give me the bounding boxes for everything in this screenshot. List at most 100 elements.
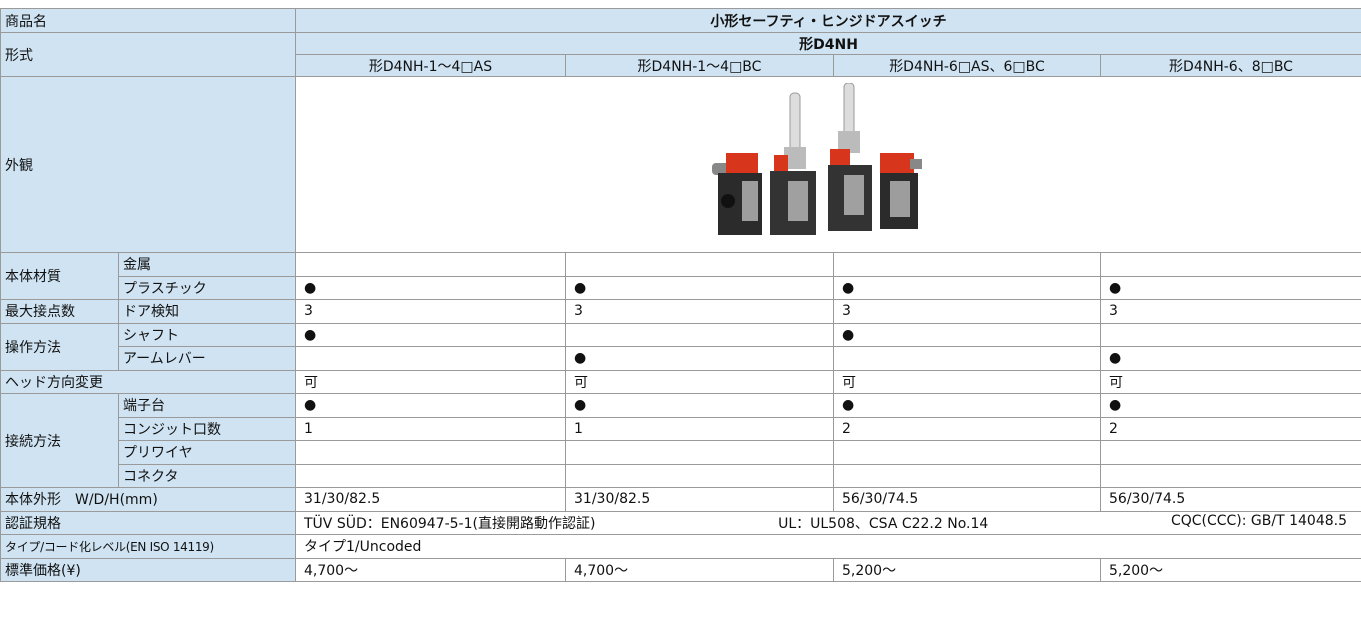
span-item: TÜV SÜD：EN60947-5-1(直接開路動作認証) — [304, 515, 596, 532]
row-label: シャフト — [118, 322, 296, 347]
value-cell: 1 — [565, 416, 834, 441]
value-cell: 3 — [1099, 299, 1361, 324]
spec-row: ヘッド方向変更可可可可 — [0, 369, 1361, 394]
spec-row: タイプ/コード化レベル(EN ISO 14119) タイプ1/Uncoded — [0, 534, 1361, 559]
switch-4 — [879, 152, 922, 229]
empty-cell — [295, 346, 566, 371]
span-cell: タイプ1/Uncoded — [294, 534, 1361, 559]
switch-3 — [827, 82, 872, 231]
empty-cell — [565, 252, 834, 277]
row-label: 標準価格(¥) — [0, 557, 296, 582]
spec-row: 操作方法 シャフト ● ● — [0, 322, 1361, 371]
spec-row: コンジット口数 1 1 2 2 — [1, 416, 1361, 441]
appearance-row: 外観 — [0, 76, 1361, 253]
empty-cell — [565, 322, 834, 347]
value-cell: ● — [295, 322, 566, 347]
row-label: 端子台 — [118, 393, 296, 418]
value-cell: ● — [833, 393, 1101, 418]
variant-name: 形D4NH-6、8□BC — [1099, 54, 1361, 77]
value-cell: ● — [565, 275, 834, 300]
empty-cell — [565, 440, 834, 465]
model-row: 形式 形D4NH — [0, 32, 1361, 77]
variant-row: 形D4NH-1〜4□AS 形D4NH-1〜4□BC 形D4NH-6□AS、6□BC 形… — [1, 54, 1361, 77]
spec-row: 接続方法 端子台 ● ● ● ● — [0, 393, 1361, 488]
empty-cell — [1099, 440, 1361, 465]
series-name: 形D4NH — [294, 32, 1361, 55]
span-item: タイプ1/Uncoded — [304, 539, 422, 556]
spec-row: 本体材質 金属 — [0, 252, 1361, 300]
empty-cell — [295, 440, 566, 465]
value-cell: ● — [833, 275, 1101, 300]
value-cell: 2 — [1099, 416, 1361, 441]
row-label: プラスチック — [118, 275, 296, 300]
empty-cell — [295, 252, 566, 277]
variant-name: 形D4NH-1〜4□BC — [565, 54, 834, 77]
spec-row: プリワイヤ — [1, 440, 1361, 465]
value-cell: 5,200〜 — [1099, 557, 1361, 582]
value-cell: 可 — [565, 369, 834, 394]
group-label: 本体材質 — [0, 252, 119, 300]
value-cell: ● — [295, 275, 566, 300]
value-cell: ● — [565, 346, 834, 371]
empty-cell — [1099, 252, 1361, 277]
product-image — [711, 82, 922, 235]
value-cell: 5,200〜 — [833, 557, 1101, 582]
row-label: ドア検知 — [118, 299, 296, 324]
row-label: 商品名 — [0, 8, 296, 33]
group-label: 操作方法 — [0, 322, 119, 371]
value-cell: 56/30/74.5 — [1099, 487, 1361, 512]
empty-cell — [833, 440, 1101, 465]
value-cell: 56/30/74.5 — [833, 487, 1101, 512]
row-label: 金属 — [118, 252, 296, 277]
value-cell: 4,700〜 — [295, 557, 566, 582]
spec-row: プラスチック ● ● ● ● — [1, 275, 1361, 300]
switch-2 — [769, 92, 816, 235]
span-item: UL：UL508、CSA C22.2 No.14 — [778, 515, 989, 532]
value-cell: 3 — [833, 299, 1101, 324]
group-label: 接続方法 — [0, 393, 119, 488]
spec-table: 商品名 小形セーフティ・ヒンジドアスイッチ 形式 形D4NH 形D4NH-1〜4… — [0, 8, 1361, 582]
product-image-cell — [294, 76, 1361, 253]
row-label: コンジット口数 — [118, 416, 296, 441]
empty-cell — [1099, 322, 1361, 347]
group-label: 最大接点数 — [0, 299, 119, 324]
value-cell: 31/30/82.5 — [565, 487, 834, 512]
row-label: 認証規格 — [0, 510, 296, 535]
span-text: TÜV SÜD：EN60947-5-1(直接開路動作認証) UL：UL508、CS… — [304, 513, 1357, 533]
empty-cell — [295, 463, 566, 488]
spec-row: コネクタ — [1, 463, 1361, 488]
variant-name: 形D4NH-1〜4□AS — [295, 54, 566, 77]
value-cell: 可 — [295, 369, 566, 394]
value-cell: 3 — [565, 299, 834, 324]
row-label: タイプ/コード化レベル(EN ISO 14119) — [0, 534, 296, 559]
value-cell: 可 — [1099, 369, 1361, 394]
row-label: アームレバー — [118, 346, 296, 371]
row-label: プリワイヤ — [118, 440, 296, 465]
value-cell: ● — [833, 322, 1101, 347]
product-name: 小形セーフティ・ヒンジドアスイッチ — [294, 8, 1361, 33]
value-cell: 可 — [833, 369, 1101, 394]
value-cell: ● — [295, 393, 566, 418]
value-cell: 1 — [295, 416, 566, 441]
header-row: 商品名 小形セーフティ・ヒンジドアスイッチ — [0, 8, 1361, 33]
empty-cell — [833, 252, 1101, 277]
row-label: ヘッド方向変更 — [0, 369, 296, 394]
row-label: コネクタ — [118, 463, 296, 488]
row-label: 本体外形 W/D/H(mm) — [0, 487, 296, 512]
row-label: 外観 — [0, 76, 296, 253]
span-item: CQC(CCC): GB/T 14048.5 — [1170, 512, 1347, 529]
value-cell: ● — [565, 393, 834, 418]
spec-row: 最大接点数 ドア検知 3 3 3 3 — [0, 299, 1361, 324]
value-cell: 3 — [295, 299, 566, 324]
empty-cell — [833, 346, 1101, 371]
empty-cell — [1099, 463, 1361, 488]
variant-name: 形D4NH-6□AS、6□BC — [833, 54, 1101, 77]
empty-cell — [833, 463, 1101, 488]
value-cell: 4,700〜 — [565, 557, 834, 582]
spec-row: 標準価格(¥) 4,700〜 4,700〜 5,200〜 5,200〜 — [0, 557, 1361, 582]
value-cell: ● — [1099, 346, 1361, 371]
spec-row: アームレバー ● ● — [1, 346, 1361, 371]
value-cell: 2 — [833, 416, 1101, 441]
span-text: タイプ1/Uncoded — [304, 536, 1357, 556]
